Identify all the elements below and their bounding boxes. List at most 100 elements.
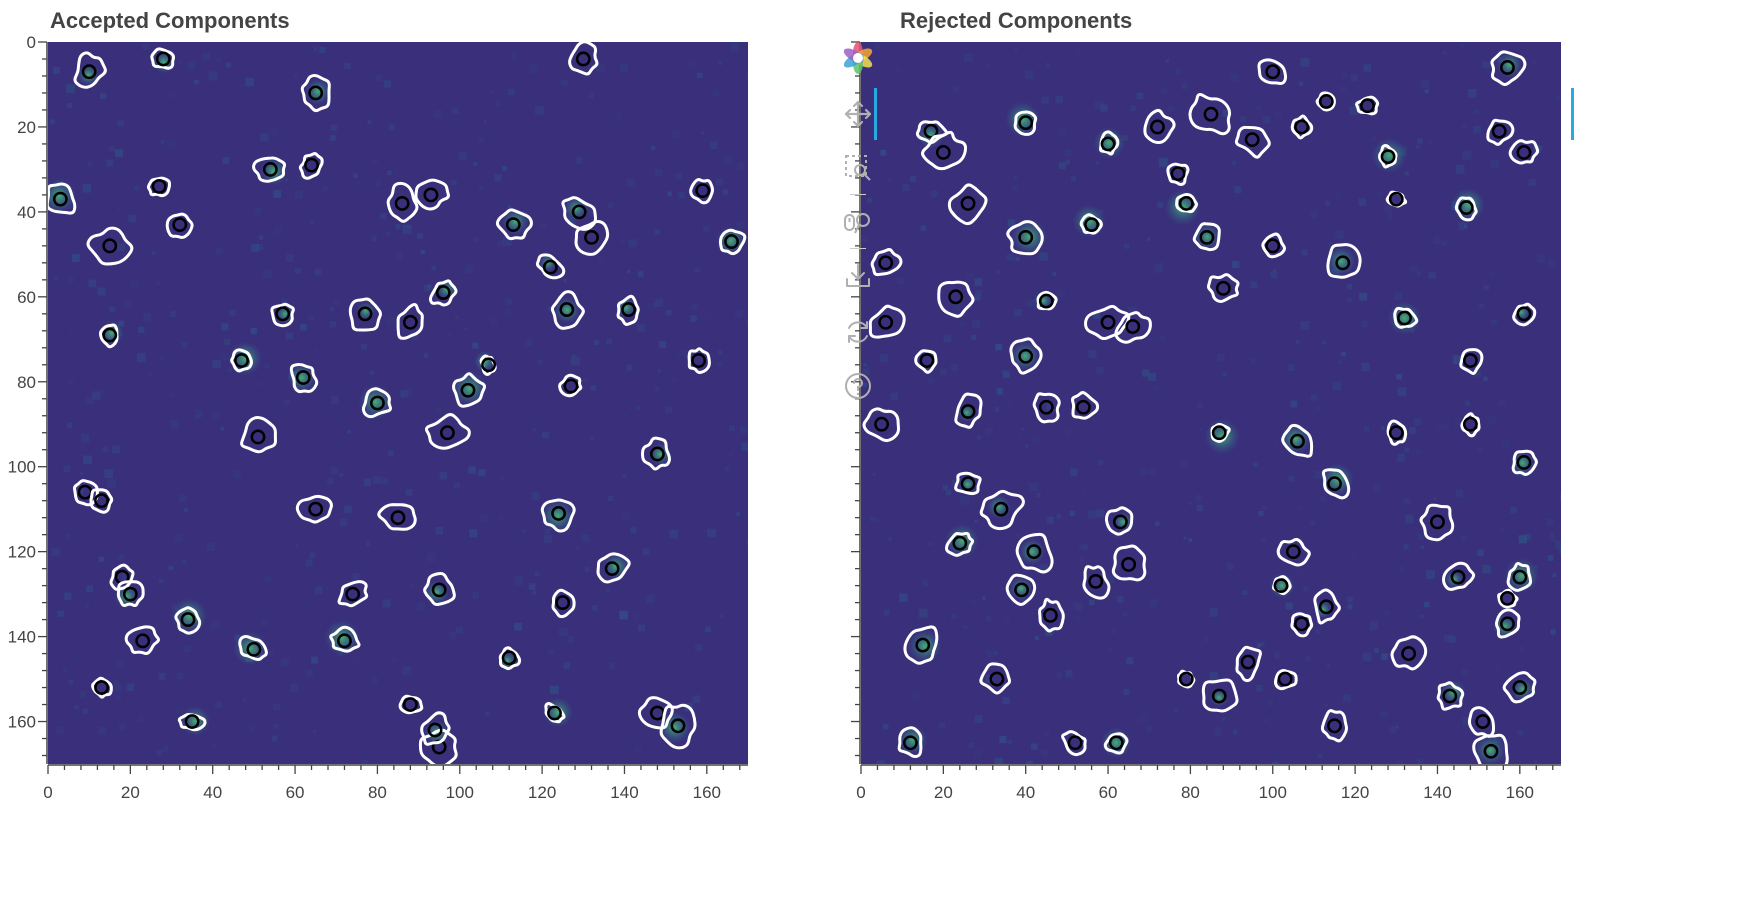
noise-pixel [153,352,158,357]
y-tick-label: 80 [17,373,36,392]
noise-pixel [383,80,392,88]
noise-pixel [736,221,743,228]
component-center-marker [1380,149,1396,165]
noise-pixel [245,77,255,87]
component-center-marker [1088,573,1104,589]
x-tick-label: 160 [1506,783,1534,802]
plot-toolbar [834,38,882,458]
component-contour [1472,733,1509,764]
noise-pixel [130,279,138,288]
noise-pixel [582,377,588,383]
noise-pixel [1310,520,1315,525]
noise-pixel [1261,537,1267,544]
component-contour [91,676,113,699]
rejected-components-plot[interactable]: 0204060801001201401600204060801001201401… [850,0,1738,908]
noise-pixel [478,469,486,477]
pan-icon[interactable] [840,96,876,132]
component-center-marker [172,217,188,233]
noise-pixel [692,695,701,703]
noise-pixel [228,368,232,372]
component-center-marker [180,612,196,628]
noise-pixel [1442,240,1448,246]
component-contour [1419,503,1455,542]
noise-pixel [116,119,124,127]
noise-pixel [367,119,372,124]
noise-pixel [300,323,307,331]
reset-icon[interactable] [840,314,876,350]
noise-pixel [1136,92,1144,100]
noise-pixel [194,79,199,85]
noise-pixel [1258,510,1264,517]
noise-pixel [281,658,290,667]
noise-pixel [1322,340,1327,345]
noise-pixel [1117,596,1124,603]
noise-pixel [1181,83,1188,90]
noise-pixel [1454,416,1463,426]
component-center-marker [246,641,262,657]
component-contour [1166,162,1190,186]
noise-pixel [325,586,330,591]
noise-pixel [1018,435,1023,439]
noise-pixel [1532,61,1536,66]
component-contour [596,552,631,584]
accepted-components-plot[interactable]: 0 20 40 60 80 100 120 140 160 0 20 40 60 80 100 120 140 1… [0,0,800,908]
noise-pixel [1146,725,1153,732]
component-center-marker [1450,569,1466,585]
noise-pixel [1089,599,1095,606]
noise-pixel [1403,497,1411,505]
noise-pixel [381,477,389,485]
noise-pixel [1250,281,1258,289]
wheel-zoom-icon[interactable] [840,204,876,240]
noise-pixel [940,368,947,376]
component-center-marker [1335,255,1351,271]
noise-pixel [1518,730,1523,736]
component-center-marker [184,714,200,729]
noise-pixel [985,198,991,203]
help-icon[interactable] [840,368,876,404]
noise-pixel [977,435,982,440]
cell-glow [1475,735,1506,764]
noise-pixel [1056,514,1061,519]
component-contour [616,294,640,326]
noise-pixel [446,333,451,338]
noise-pixel [707,528,716,538]
noise-pixel [305,559,313,567]
noise-pixel [1394,292,1403,301]
noise-pixel [100,389,107,395]
component-center-marker [1150,119,1165,135]
save-icon[interactable] [840,258,876,294]
component-center-marker [1067,735,1083,751]
noise-pixel [1326,241,1333,248]
noise-pixel [1222,371,1227,377]
noise-pixel [229,309,236,317]
box-zoom-icon[interactable] [840,150,876,186]
component-center-marker [1462,353,1478,368]
noise-pixel [1548,258,1556,267]
component-center-marker [439,425,455,441]
component-center-marker [563,378,579,394]
noise-pixel [123,234,129,239]
noise-pixel [1381,653,1388,660]
noise-pixel [118,320,125,327]
noise-pixel [1006,253,1014,261]
component-contour [897,726,923,759]
component-contour [870,248,903,277]
component-contour [396,303,424,340]
noise-pixel [1078,383,1087,393]
noise-pixel [1039,563,1048,573]
noise-pixel [947,333,952,338]
noise-pixel [1477,448,1482,453]
noise-pixel [65,533,71,539]
noise-pixel [1549,533,1555,539]
component-center-marker [505,217,521,233]
active-tool-indicator [874,88,877,140]
noise-pixel [671,129,681,139]
noise-pixel [1374,648,1379,654]
noise-pixel [1362,652,1372,662]
x-tick-label: 80 [1181,783,1200,802]
noise-pixel [1518,535,1527,544]
noise-pixel [1196,504,1204,512]
noise-pixel [1042,730,1050,738]
noise-pixel [1547,555,1554,561]
bokeh-logo-icon[interactable] [840,40,876,76]
